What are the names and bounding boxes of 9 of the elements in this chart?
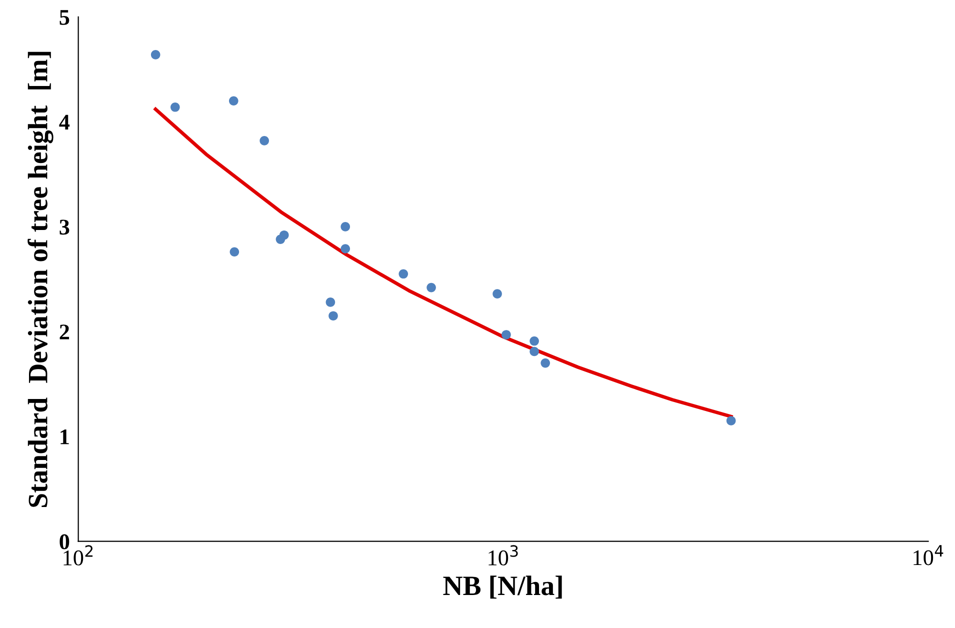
y-tick-label: 4: [59, 114, 70, 130]
y-axis-title: Standard Deviation of tree height [m]: [28, 52, 54, 507]
x-tick-label: 10$^{3}$: [488, 545, 518, 566]
x-tick-label: 10$^{4}$: [914, 545, 944, 566]
y-tick-label: 1: [60, 430, 69, 444]
x-axis-title: NB [N/ha]: [443, 576, 562, 599]
y-tick-label: 3: [60, 220, 70, 235]
y-tick-label: 2: [60, 324, 70, 340]
y-tick-label: 5: [60, 10, 70, 25]
